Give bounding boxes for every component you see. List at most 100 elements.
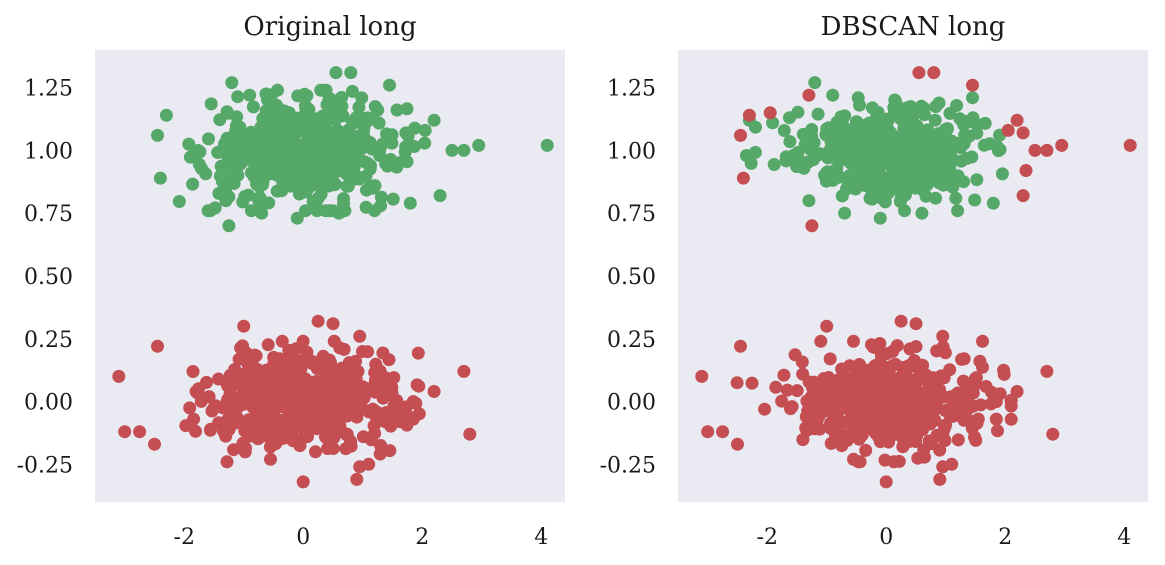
scatter-point	[928, 113, 942, 127]
scatter-point	[845, 375, 859, 389]
x-tick-label: 2	[998, 525, 1012, 550]
scatter-point	[284, 154, 298, 168]
scatter-point	[854, 363, 867, 377]
scatter-point	[817, 372, 831, 386]
scatter-point	[941, 122, 954, 136]
scatter-point	[237, 319, 251, 333]
scatter-point	[457, 364, 471, 378]
scatter-point	[943, 363, 957, 377]
scatter-point	[276, 176, 290, 190]
scatter-point	[356, 402, 370, 416]
scatter-point	[182, 137, 196, 151]
scatter-point	[875, 192, 889, 206]
scatter-point	[246, 100, 260, 114]
scatter-point	[363, 162, 377, 176]
scatter-point	[255, 206, 269, 220]
scatter-point	[223, 387, 237, 401]
scatter-point	[270, 98, 283, 112]
scatter-point	[219, 194, 233, 208]
scatter-point	[887, 455, 901, 469]
scatter-point	[1001, 123, 1015, 137]
scatter-point	[316, 131, 330, 145]
scatter-point	[933, 383, 947, 397]
scatter-point	[427, 113, 441, 127]
scatter-point	[352, 100, 366, 114]
scatter-point	[742, 108, 756, 122]
scatter-point	[894, 376, 908, 390]
scatter-point	[695, 369, 709, 383]
scatter-point	[791, 145, 805, 159]
scatter-point	[943, 145, 957, 159]
scatter-point	[802, 88, 816, 102]
x-tick-label: 0	[296, 525, 310, 550]
scatter-point	[299, 204, 312, 218]
scatter-point	[362, 382, 376, 396]
scatter-point	[951, 433, 965, 447]
scatter-point	[826, 88, 840, 102]
scatter-point	[989, 412, 1003, 426]
scatter-point	[193, 145, 207, 159]
scatter-point	[236, 339, 249, 353]
scatter-point	[860, 121, 874, 134]
scatter-point	[910, 429, 923, 443]
scatter-point	[853, 98, 866, 112]
scatter-point	[418, 123, 432, 137]
scatter-point	[1010, 385, 1024, 398]
scatter-point	[890, 339, 904, 353]
scatter-point	[221, 151, 235, 165]
scatter-point	[954, 141, 968, 155]
y-tick-label: -0.25	[600, 453, 656, 478]
scatter-point	[908, 359, 922, 373]
scatter-point	[1055, 138, 1069, 152]
scatter-point	[920, 391, 934, 405]
scatter-point	[842, 123, 856, 137]
scatter-point	[269, 131, 282, 145]
scatter-point	[342, 138, 356, 152]
scatter-point	[261, 338, 275, 352]
scatter-point	[356, 135, 370, 149]
scatter-point	[204, 422, 218, 436]
scatter-point	[384, 419, 398, 433]
scatter-point	[802, 194, 816, 208]
scatter-point	[853, 415, 867, 429]
scatter-point	[947, 171, 961, 185]
scatter-point	[368, 427, 382, 440]
scatter-point	[273, 432, 287, 446]
scatter-point	[445, 143, 459, 157]
scatter-point	[315, 161, 328, 175]
scatter-point	[352, 381, 366, 395]
scatter-point	[932, 96, 946, 110]
tick-labels-dbscan-long: -2 0 2 4 -0.25 0.00 0.25 0.50 0.75 1.00 1.25	[600, 77, 1132, 550]
scatter-point	[275, 166, 289, 180]
scatter-point	[349, 111, 363, 125]
scatter-point	[311, 314, 325, 328]
scatter-point	[813, 422, 827, 436]
scatter-point	[252, 193, 266, 207]
scatter-point	[267, 113, 281, 127]
scatter-point	[341, 179, 355, 193]
scatter-point	[868, 382, 882, 396]
scatter-point	[249, 349, 263, 363]
scatter-point	[256, 123, 270, 137]
scatter-point	[220, 455, 234, 469]
scatter-point	[933, 472, 947, 486]
scatter-point	[331, 365, 345, 379]
scatter-point	[231, 168, 244, 182]
scatter-point	[257, 419, 271, 432]
scatter-point	[408, 121, 422, 135]
scatter-point	[805, 219, 819, 233]
scatter-point	[326, 317, 340, 331]
scatter-point	[186, 177, 200, 191]
scatter-point	[368, 204, 382, 218]
scatter-point	[954, 154, 968, 168]
y-tick-label: 0.50	[607, 265, 656, 290]
scatter-point	[244, 204, 258, 218]
scatter-point	[923, 417, 937, 431]
scatter-point	[758, 402, 772, 416]
scatter-point	[997, 363, 1011, 377]
x-tick-label: 0	[879, 525, 893, 550]
scatter-point	[457, 143, 471, 157]
scatter-point	[390, 103, 404, 117]
scatter-point	[336, 109, 350, 123]
scatter-point	[264, 432, 278, 446]
